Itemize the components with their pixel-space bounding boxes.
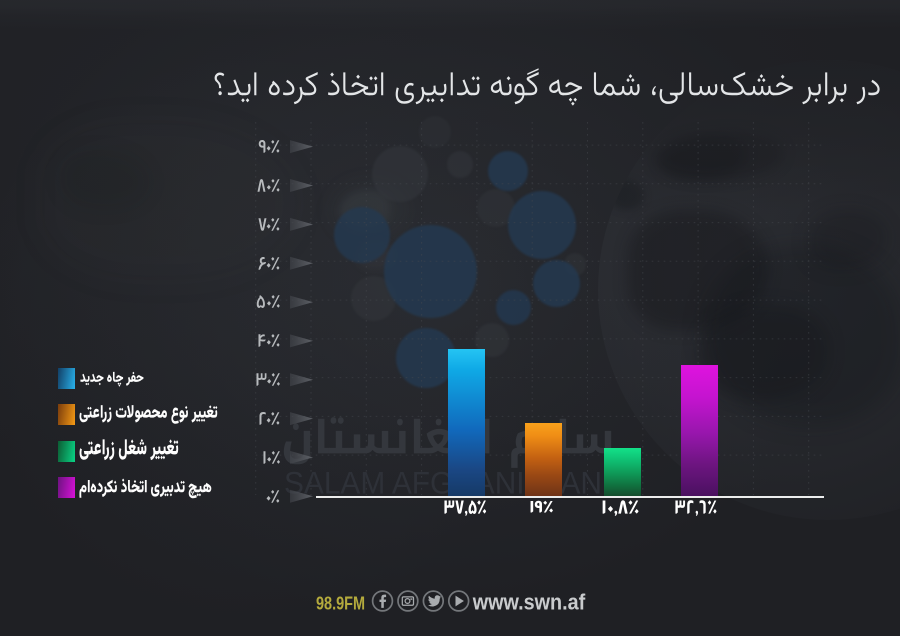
svg-text:www.swn.af: www.swn.af <box>472 590 586 615</box>
svg-text:98.9FM: 98.9FM <box>316 593 365 614</box>
